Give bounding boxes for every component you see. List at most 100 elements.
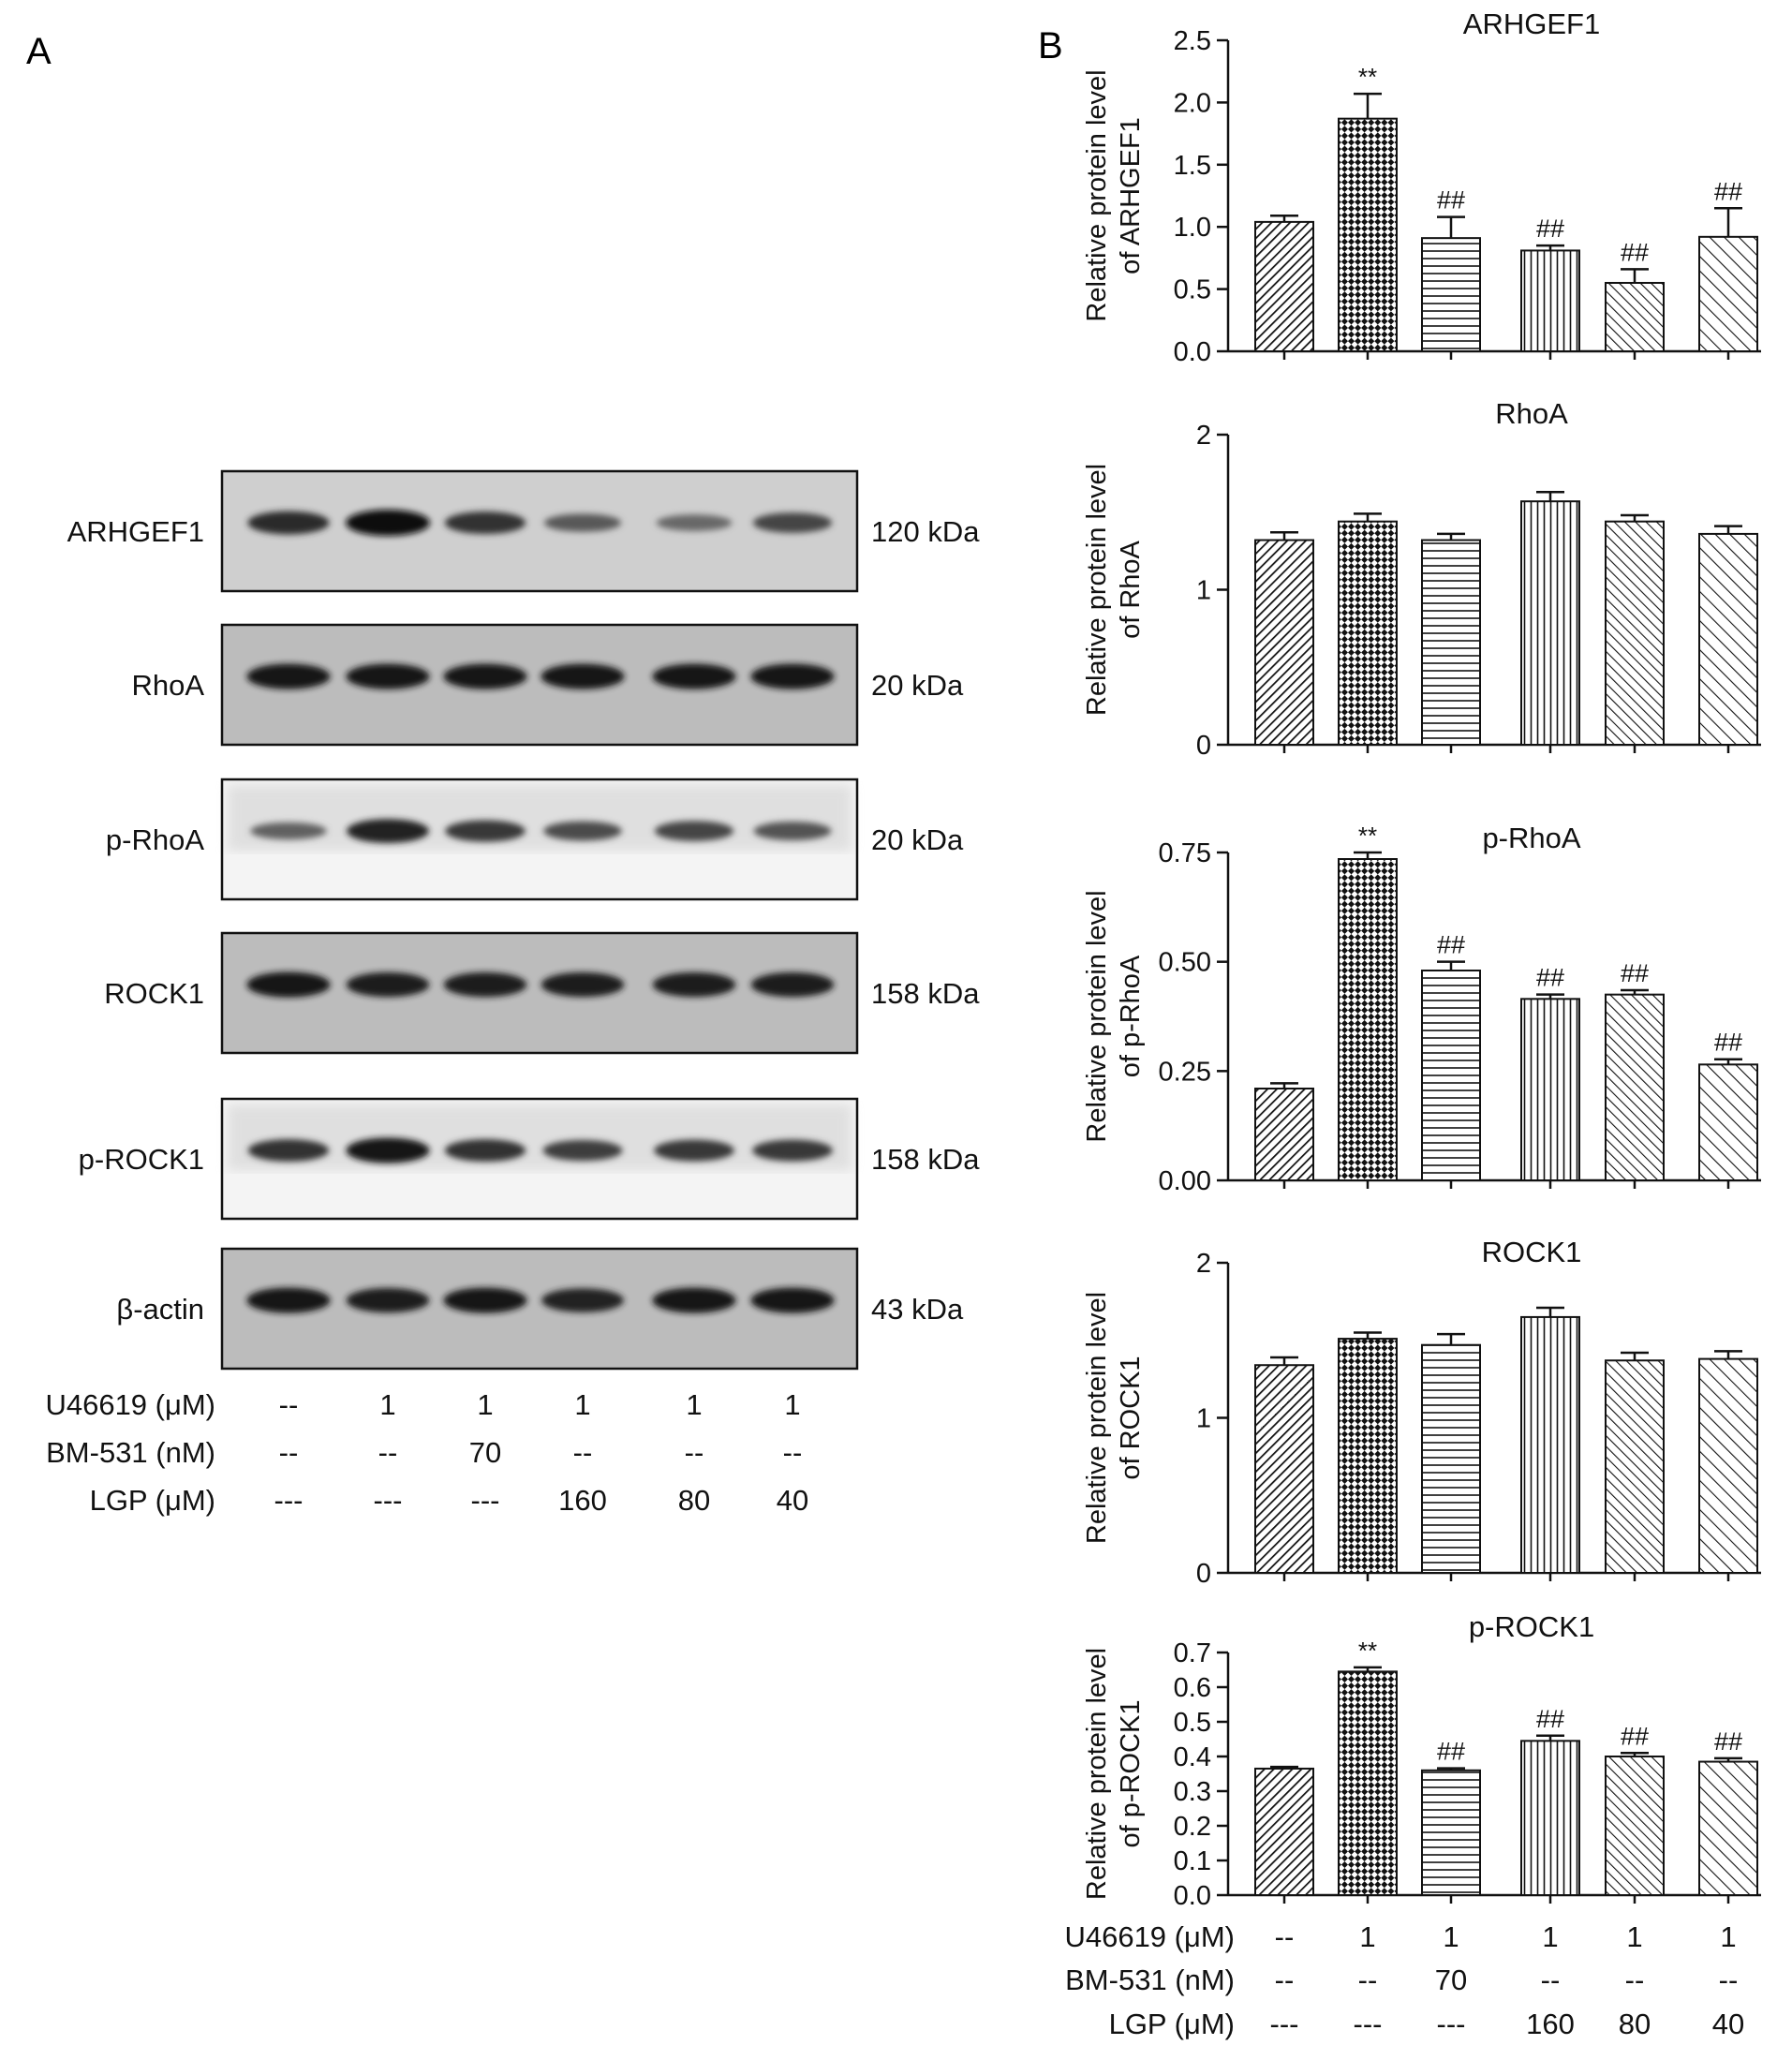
treatment-value: 1 — [1542, 1920, 1558, 1953]
treatment-value: 160 — [1526, 2008, 1575, 2040]
treatment-table-a: U46619 (μM) -- 1 1 1 1 1BM-531 (nM) -- -- 70 -- -- -… — [45, 1388, 808, 1517]
blot-protein-label: p-RhoA — [106, 823, 204, 856]
y-tick-label: 2.5 — [1174, 26, 1211, 56]
significance-label: ## — [1621, 1722, 1649, 1750]
y-tick-label: 1.5 — [1174, 151, 1211, 181]
treatment-value: -- — [1275, 1920, 1295, 1953]
blot-protein-label: RhoA — [131, 669, 204, 702]
blot-band — [444, 511, 526, 535]
bar — [1520, 249, 1580, 353]
blot-band — [346, 1137, 430, 1163]
bar — [1520, 998, 1580, 1182]
treatment-value: -- — [279, 1436, 299, 1469]
y-tick-label: 1 — [1196, 576, 1211, 606]
blot-kda-label: 158 kDa — [871, 1143, 980, 1176]
significance-label: ## — [1536, 1705, 1564, 1733]
y-tick-label: 0.7 — [1174, 1638, 1211, 1668]
blot-band — [346, 971, 430, 998]
blot-band — [543, 513, 622, 532]
bar — [1254, 220, 1314, 352]
western-blot-panel: ARHGEF1 120 kDa RhoA 20 kDa p-RhoA 20 kDa ROCK… — [67, 469, 980, 1371]
blot-background — [222, 471, 857, 591]
blot-strip: β-actin 43 kDa — [116, 1247, 964, 1371]
treatment-value: --- — [1354, 2008, 1383, 2040]
bar — [1605, 281, 1665, 352]
y-axis-label: Relative protein level — [1082, 1292, 1112, 1544]
y-tick-label: 2.0 — [1174, 88, 1211, 118]
bar-chart: RhoA Relative protein level of RhoA 0 1 2 — [1082, 397, 1761, 761]
blot-kda-label: 20 kDa — [871, 823, 964, 856]
y-tick-label: 0.5 — [1174, 1708, 1211, 1738]
treatment-value: 1 — [784, 1388, 800, 1421]
y-axis-label: of RhoA — [1116, 540, 1146, 638]
bar — [1605, 520, 1665, 746]
y-tick-label: 0.50 — [1159, 948, 1211, 978]
y-tick-label: 0.25 — [1159, 1057, 1211, 1087]
blot-band — [750, 663, 835, 689]
blot-band — [346, 1287, 430, 1313]
blot-band — [246, 1287, 331, 1313]
y-axis-label: of ROCK1 — [1116, 1356, 1146, 1479]
y-tick-label: 1 — [1196, 1404, 1211, 1434]
treatment-value: 1 — [1359, 1920, 1375, 1953]
blot-frame — [220, 623, 859, 747]
y-tick-label: 0.75 — [1159, 838, 1211, 868]
treatment-value: 40 — [1712, 2008, 1744, 2040]
blot-band — [541, 971, 625, 998]
bar — [1338, 1670, 1398, 1896]
blot-strip: p-ROCK1 158 kDa — [79, 1097, 980, 1221]
blot-band — [443, 663, 527, 689]
y-tick-label: 0 — [1196, 1559, 1211, 1589]
significance-label: ## — [1536, 964, 1564, 992]
blot-haze — [228, 1104, 852, 1171]
y-tick-label: 0.00 — [1159, 1166, 1211, 1196]
blot-band — [346, 663, 430, 689]
bar-chart: p-RhoA Relative protein level of p-RhoA 0.0… — [1082, 822, 1761, 1196]
treatment-value: -- — [573, 1436, 593, 1469]
bar — [1605, 1359, 1665, 1575]
bar — [1698, 1063, 1758, 1182]
y-tick-label: 0.0 — [1174, 337, 1211, 367]
bar — [1605, 1756, 1665, 1896]
treatment-value: 1 — [574, 1388, 590, 1421]
significance-label: ## — [1536, 215, 1564, 243]
treatment-value: 160 — [558, 1484, 607, 1517]
blot-band — [652, 971, 736, 998]
blot-band — [247, 1139, 330, 1163]
bar — [1421, 539, 1481, 746]
blot-background — [222, 933, 857, 1053]
y-tick-label: 0.2 — [1174, 1812, 1211, 1842]
significance-label: ** — [1358, 1637, 1377, 1665]
blot-band — [750, 1287, 835, 1313]
treatment-value: 70 — [469, 1436, 501, 1469]
treatment-value: 1 — [1720, 1920, 1736, 1953]
treatment-row-label: U46619 (μM) — [1064, 1920, 1235, 1953]
blot-kda-label: 158 kDa — [871, 977, 980, 1010]
treatment-value: -- — [1625, 1964, 1645, 1996]
bar-chart: p-ROCK1 Relative protein level of p-ROCK1 0… — [1082, 1610, 1761, 1911]
blot-band — [541, 1288, 624, 1312]
y-axis-label: Relative protein level — [1082, 69, 1112, 321]
bar — [1254, 1767, 1314, 1896]
treatment-value: 70 — [1435, 1964, 1467, 1996]
y-tick-label: 2 — [1196, 1249, 1211, 1279]
treatment-row-label: LGP (μM) — [90, 1484, 215, 1517]
blot-background — [222, 625, 857, 745]
y-axis-label: of p-RhoA — [1116, 955, 1146, 1077]
blot-band — [652, 1287, 736, 1313]
significance-label: ## — [1714, 177, 1742, 205]
treatment-value: 1 — [686, 1388, 702, 1421]
blot-strip: ARHGEF1 120 kDa — [67, 469, 980, 593]
blot-band — [753, 822, 832, 841]
blot-band — [652, 663, 736, 689]
treatment-value: -- — [378, 1436, 398, 1469]
blot-band — [654, 1139, 734, 1162]
blot-kda-label: 20 kDa — [871, 669, 964, 702]
blot-band — [752, 1139, 833, 1162]
blot-kda-label: 120 kDa — [871, 515, 980, 548]
bar — [1605, 993, 1665, 1181]
treatment-value: -- — [1541, 1964, 1561, 1996]
blot-protein-label: p-ROCK1 — [79, 1143, 204, 1176]
treatment-value: 80 — [1619, 2008, 1651, 2040]
